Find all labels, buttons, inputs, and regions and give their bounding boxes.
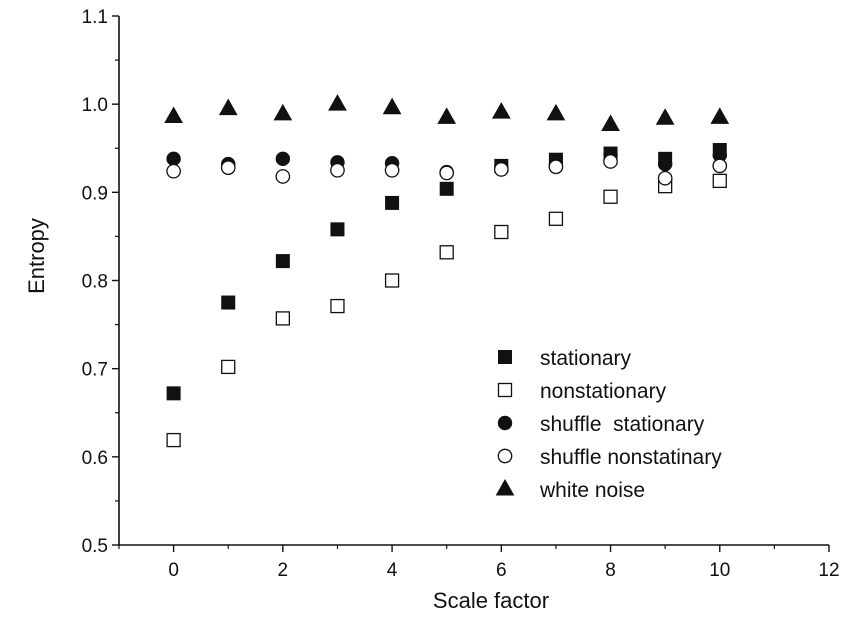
data-point bbox=[218, 98, 238, 116]
y-tick-label: 1.0 bbox=[82, 95, 108, 116]
data-point bbox=[710, 107, 730, 124]
legend-label: shuffle stationary bbox=[540, 413, 705, 436]
data-point bbox=[166, 163, 181, 179]
data-point bbox=[493, 162, 509, 177]
legend-marker bbox=[498, 350, 512, 364]
y-tick-label: 0.7 bbox=[82, 360, 108, 381]
y-axis-title: Entropy bbox=[24, 218, 49, 294]
data-point bbox=[437, 107, 457, 124]
series-shuffle-nonstatinary bbox=[166, 154, 728, 186]
data-point bbox=[548, 211, 564, 226]
data-point bbox=[601, 114, 620, 131]
y-tick-label: 0.6 bbox=[82, 448, 108, 469]
data-point bbox=[384, 162, 400, 178]
axes: 0.5 0.6 0.7 0.8 0.9 1.0 1.1 0 2 4 6 8 10 12 bbox=[82, 7, 840, 581]
data-point bbox=[385, 195, 400, 210]
data-point bbox=[220, 160, 236, 175]
legend-marker bbox=[497, 448, 513, 464]
data-point bbox=[439, 245, 454, 260]
data-point bbox=[273, 103, 293, 121]
data-point bbox=[657, 156, 673, 172]
series-white-noise bbox=[164, 94, 730, 131]
data-point bbox=[439, 181, 454, 196]
x-tick-label: 4 bbox=[387, 560, 398, 581]
x-tick-label: 10 bbox=[709, 560, 730, 581]
data-point bbox=[546, 103, 566, 121]
legend-label: nonstationary bbox=[540, 380, 667, 403]
data-point bbox=[330, 298, 345, 314]
data-point bbox=[221, 295, 236, 310]
legend-marker bbox=[497, 415, 513, 431]
data-point bbox=[657, 170, 673, 186]
data-point bbox=[166, 386, 181, 401]
data-point bbox=[603, 154, 618, 169]
data-point bbox=[384, 273, 400, 288]
legend-marker bbox=[495, 478, 515, 496]
data-point bbox=[655, 108, 675, 125]
data-point bbox=[494, 224, 509, 240]
data-point bbox=[166, 432, 181, 448]
y-tick-label: 0.5 bbox=[82, 536, 108, 557]
data-point bbox=[603, 189, 618, 204]
data-point bbox=[330, 222, 345, 237]
legend-entry: white noise bbox=[495, 478, 645, 502]
data-point bbox=[712, 173, 727, 189]
legend-marker bbox=[497, 382, 513, 398]
series-nonstationary bbox=[166, 173, 727, 448]
x-axis-title: Scale factor bbox=[433, 588, 549, 613]
legend-label: white noise bbox=[539, 479, 645, 502]
y-tick-label: 1.1 bbox=[82, 7, 108, 28]
data-point bbox=[439, 165, 455, 181]
data-point bbox=[712, 158, 728, 174]
data-point bbox=[330, 162, 345, 178]
data-point bbox=[382, 97, 402, 115]
legend-label: shuffle nonstatinary bbox=[540, 446, 722, 469]
x-tick-label: 8 bbox=[605, 560, 616, 581]
legend-entry: stationary bbox=[498, 347, 632, 370]
data-point bbox=[548, 159, 564, 175]
series-stationary bbox=[166, 143, 727, 401]
legend-entry: shuffle stationary bbox=[497, 413, 705, 436]
data-point bbox=[491, 102, 511, 119]
data-point bbox=[275, 254, 290, 269]
data-point bbox=[275, 311, 290, 326]
data-point bbox=[221, 359, 236, 375]
legend-entry: shuffle nonstatinary bbox=[497, 446, 722, 469]
legend: stationary nonstationary shuffle stationar… bbox=[495, 347, 722, 502]
x-tick-label: 12 bbox=[818, 560, 839, 581]
data-point bbox=[275, 169, 291, 184]
data-point bbox=[164, 106, 183, 124]
data-point bbox=[328, 94, 347, 111]
data-point bbox=[275, 151, 291, 167]
y-tick-label: 0.8 bbox=[82, 272, 108, 293]
legend-label: stationary bbox=[540, 347, 632, 370]
data-points bbox=[164, 94, 730, 448]
data-point bbox=[166, 151, 181, 167]
y-tick-label: 0.9 bbox=[82, 183, 108, 204]
x-tick-label: 6 bbox=[496, 560, 507, 581]
legend-entry: nonstationary bbox=[497, 380, 667, 403]
x-tick-label: 2 bbox=[278, 560, 289, 581]
x-tick-label: 0 bbox=[168, 560, 179, 581]
